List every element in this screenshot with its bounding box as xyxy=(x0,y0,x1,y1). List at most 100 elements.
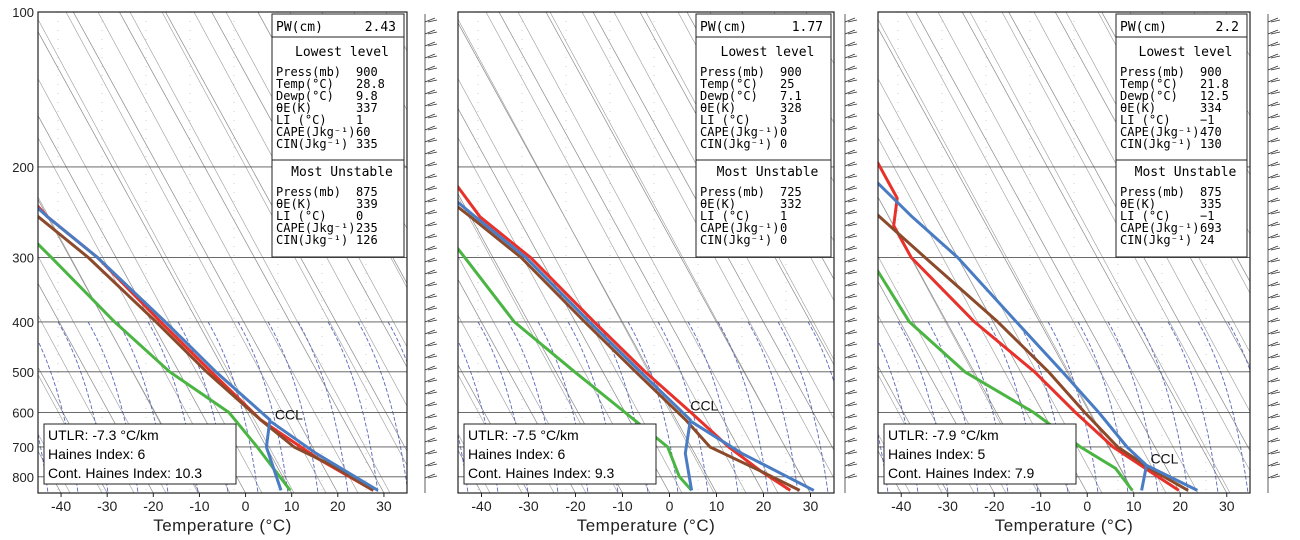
lowest-row-value: 900 xyxy=(780,65,802,79)
wind-barb xyxy=(424,137,436,143)
wind-barb xyxy=(1267,269,1279,275)
wind-barb-column xyxy=(844,14,858,493)
wind-barb xyxy=(847,91,858,95)
profile-lines xyxy=(458,184,815,492)
pw-label: PW(cm) xyxy=(1120,20,1167,35)
wind-barb xyxy=(427,91,438,95)
wind-barb xyxy=(427,247,438,251)
isotherm-line xyxy=(0,12,12,493)
wind-barb xyxy=(1270,19,1281,23)
unstable-row-label: CIN(Jkg⁻¹) xyxy=(1120,233,1192,247)
wind-barb xyxy=(424,293,436,299)
wind-barb xyxy=(1267,305,1279,311)
x-tick-label: -20 xyxy=(984,498,1004,514)
wind-barb xyxy=(424,449,436,455)
utlr-text: UTLR: -7.3 °C/km xyxy=(48,427,159,443)
wind-barb xyxy=(847,103,858,107)
haines-index-text: Haines Index: 6 xyxy=(48,446,145,462)
virtual-temp-profile xyxy=(878,213,1189,492)
wind-barb xyxy=(1270,139,1281,143)
dry-adiabat-line xyxy=(38,12,298,493)
info-box: PW(cm) 2.2 Lowest level Press(mb) 900 Temp(°C… xyxy=(1115,13,1248,258)
lowest-row-label: CIN(Jkg⁻¹) xyxy=(1120,137,1192,151)
wind-barb xyxy=(847,163,858,167)
haines-box: UTLR: -7.3 °C/km Haines Index: 6 Cont. Hai… xyxy=(43,423,237,485)
wind-barb xyxy=(844,197,856,203)
wind-barb xyxy=(424,317,436,323)
pw-value: 2.43 xyxy=(365,20,396,35)
wind-barb xyxy=(1267,341,1279,347)
wind-barb xyxy=(1267,77,1279,83)
unstable-row-label: LI (°C) xyxy=(1120,209,1171,223)
wind-barb xyxy=(1267,65,1279,71)
pw-value: 1.77 xyxy=(792,20,823,35)
cont-haines-index-text: Cont. Haines Index: 7.9 xyxy=(888,465,1035,481)
wind-barb xyxy=(1267,281,1279,287)
wind-barb xyxy=(844,305,856,311)
lowest-row-value: 7.1 xyxy=(780,89,802,103)
moist-adiabat-line xyxy=(327,321,379,493)
lowest-row-label: Press(mb) xyxy=(276,65,341,79)
unstable-row-label: CAPE(Jkg⁻¹) xyxy=(276,221,355,235)
lowest-row-value: 334 xyxy=(1200,101,1222,115)
info-box-frame xyxy=(1115,13,1248,258)
unstable-row-value: 693 xyxy=(1200,221,1222,235)
unstable-row-label: LI (°C) xyxy=(700,209,751,223)
unstable-row-value: 0 xyxy=(780,233,787,247)
info-box-frame xyxy=(271,13,405,258)
parcel-profile xyxy=(38,206,283,491)
lowest-row-label: θE(K) xyxy=(1120,101,1156,115)
wind-barb xyxy=(1270,67,1281,71)
background-grid xyxy=(0,12,834,493)
moist-adiabat-line xyxy=(1047,321,1099,493)
unstable-row-label: LI (°C) xyxy=(276,209,327,223)
wind-barb xyxy=(427,391,438,395)
wind-barb xyxy=(1267,233,1279,239)
wind-barb xyxy=(427,319,438,323)
lowest-row-value: 12.5 xyxy=(1200,89,1229,103)
dewpoint-profile xyxy=(458,246,693,492)
dry-adiabat-line xyxy=(0,12,6,493)
wind-barb xyxy=(424,29,436,35)
wind-barb xyxy=(427,427,438,431)
wind-barb xyxy=(427,151,438,155)
moist-adiabat-line xyxy=(1197,321,1249,493)
moist-adiabat-line xyxy=(267,321,319,493)
wind-barb xyxy=(427,331,438,335)
x-tick-label: -40 xyxy=(891,498,911,514)
wind-barb xyxy=(844,17,856,23)
parcel-profile xyxy=(1145,464,1199,492)
wind-barb xyxy=(1267,53,1279,59)
wind-barb xyxy=(844,353,856,359)
wind-barb xyxy=(427,31,438,35)
lowest-row-value: 130 xyxy=(1200,137,1222,151)
moist-adiabat-line xyxy=(237,321,289,493)
wind-barb xyxy=(1270,211,1281,215)
wind-barb xyxy=(847,355,858,359)
wind-barb xyxy=(844,89,856,95)
unstable-row-label: CAPE(Jkg⁻¹) xyxy=(700,221,779,235)
wind-barb xyxy=(1267,437,1279,443)
ccl-label: CCL xyxy=(690,398,718,414)
wind-barb xyxy=(844,209,856,215)
wind-barb xyxy=(1267,137,1279,143)
parcel-profile xyxy=(458,200,694,491)
x-tick-label: -10 xyxy=(189,498,209,514)
lowest-row-value: 0 xyxy=(780,137,787,151)
wind-barb xyxy=(1270,271,1281,275)
wind-barb xyxy=(844,413,856,419)
dry-adiabat-line xyxy=(458,18,715,493)
wind-barb xyxy=(424,305,436,311)
y-tick-label: 200 xyxy=(12,160,34,175)
moist-adiabat-line xyxy=(807,321,834,384)
x-axis-label: Temperature (°C) xyxy=(995,516,1134,535)
haines-box-frame xyxy=(883,423,1077,485)
dry-adiabat-line xyxy=(38,18,295,493)
unstable-row-value: 0 xyxy=(356,209,363,223)
unstable-row-label: Press(mb) xyxy=(1120,185,1185,199)
lowest-row-value: 21.8 xyxy=(1200,77,1229,91)
pw-label: PW(cm) xyxy=(276,20,323,35)
wind-barb xyxy=(1267,209,1279,215)
wind-barb xyxy=(1267,17,1279,23)
moist-adiabat-line xyxy=(747,321,799,493)
